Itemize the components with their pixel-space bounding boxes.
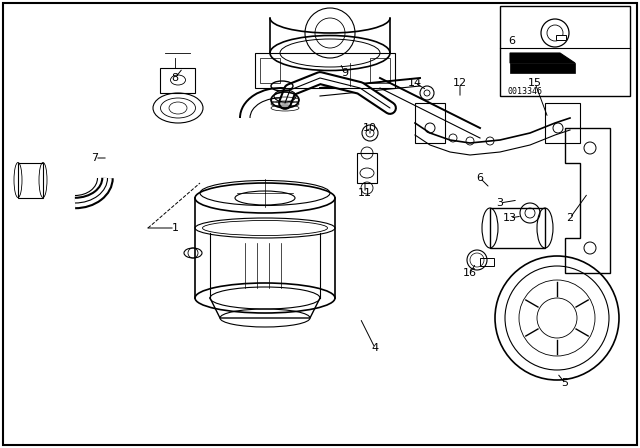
Bar	[18, 163, 43, 198]
Text: 10: 10	[363, 123, 377, 133]
Text: 12: 12	[453, 78, 467, 88]
Bar	[260, 58, 280, 83]
Text: 3: 3	[497, 198, 504, 208]
Polygon shape	[510, 53, 575, 63]
Text: 7: 7	[92, 153, 99, 163]
Text: 11: 11	[358, 188, 372, 198]
Bar	[480, 258, 494, 266]
Bar	[556, 35, 566, 40]
Text: 6: 6	[477, 173, 483, 183]
Bar	[370, 58, 390, 83]
Text: 13: 13	[503, 213, 517, 223]
Bar	[160, 68, 195, 93]
Text: 9: 9	[341, 68, 349, 78]
Text: 15: 15	[528, 78, 542, 88]
Text: 0013346: 0013346	[508, 86, 543, 95]
Text: 2: 2	[566, 213, 573, 223]
Text: 4: 4	[371, 343, 379, 353]
Bar	[545, 103, 580, 143]
Bar	[357, 153, 377, 183]
Bar	[500, 6, 630, 96]
Bar	[510, 63, 575, 73]
Bar	[415, 103, 445, 143]
Text: 6: 6	[508, 36, 515, 46]
Text: 16: 16	[463, 268, 477, 278]
Text: 1: 1	[172, 223, 179, 233]
Text: 5: 5	[561, 378, 568, 388]
Text: 8: 8	[172, 73, 179, 83]
Text: 14: 14	[408, 78, 422, 88]
Bar	[255, 53, 395, 88]
Bar	[490, 208, 545, 248]
